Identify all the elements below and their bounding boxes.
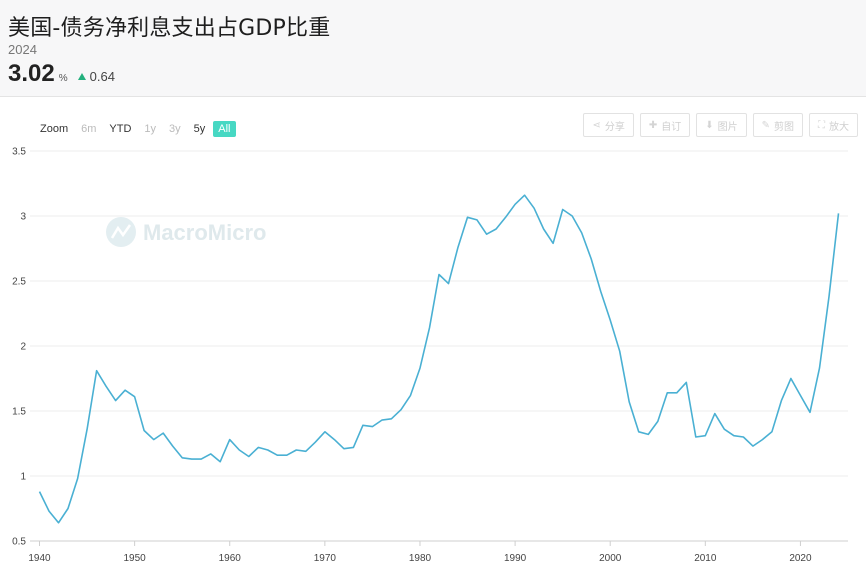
latest-year: 2024 [8,42,37,57]
zoom-6m-button[interactable]: 6m [81,123,97,135]
plus-icon: ✚ [648,119,658,131]
zoom-5y-button[interactable]: 5y [193,123,206,135]
y-tick-label: 3.5 [12,147,26,158]
x-tick-label: 1960 [219,553,242,564]
x-tick-label: 2000 [599,553,622,564]
zoom-label: Zoom [40,123,69,135]
x-tick-label: 2010 [694,553,717,564]
download-label: 图片 [717,121,738,133]
y-tick-label: 1 [20,472,26,483]
pencil-icon: ✎ [761,119,770,131]
y-tick-label: 2.5 [12,277,26,288]
page-title: 美国-债务净利息支出占GDP比重 [8,16,331,41]
zoom-all-button[interactable]: All [213,121,236,137]
x-tick-label: 1940 [28,553,51,564]
download-icon: ⬇ [705,119,714,131]
watermark-logo-mark [110,224,132,239]
watermark: MacroMicro [106,217,266,247]
series-line [38,194,840,524]
grid-lines [30,150,848,542]
zoom-3y-button[interactable]: 3y [169,123,181,135]
value-unit: % [58,73,68,84]
change-indicator: 0.64 [77,69,115,84]
zoom-ytd-button[interactable]: YTD [109,123,132,135]
download-image-button[interactable]: ⬇ 图片 [696,113,747,137]
x-tick-label: 2020 [789,553,812,564]
series-group [38,194,840,524]
y-tick-label: 1.5 [12,407,26,418]
y-tick-label: 2 [20,342,26,353]
y-axis-ticks: 0.5 1 1.5 2 2.5 3 3.5 [12,147,26,548]
expand-button[interactable]: ⛶ 放大 [809,113,858,137]
customize-button[interactable]: ✚ 自订 [639,113,691,137]
header: 美国-债务净利息支出占GDP比重 2024 3.02% 0.64 [0,0,866,97]
clip-button[interactable]: ✎ 剪图 [752,113,803,137]
y-tick-label: 0.5 [12,537,26,548]
x-tick-label: 1990 [504,553,527,564]
change-value: 0.64 [89,69,115,84]
share-button[interactable]: ⋖ 分享 [583,113,634,137]
customize-label: 自订 [661,121,682,133]
share-label: 分享 [604,121,625,133]
share-icon: ⋖ [592,119,601,131]
clip-label: 剪图 [774,121,794,133]
chart-toolbar: ⋖ 分享 ✚ 自订 ⬇ 图片 ✎ 剪图 ⛶ 放大 [577,113,858,137]
x-tick-label: 1950 [124,553,147,564]
expand-icon: ⛶ [818,119,825,131]
x-tick-label: 1970 [314,553,337,564]
up-triangle-icon [77,73,86,80]
latest-value: 3.02 [8,60,55,87]
x-tick-label: 1980 [409,553,432,564]
expand-label: 放大 [829,121,849,133]
x-axis: 1940 1950 1960 1970 1980 1990 2000 2010 2020 [28,540,848,564]
latest-value-row: 3.02% 0.64 [8,60,115,88]
watermark-text: MacroMicro [143,220,266,245]
zoom-control: Zoom 6m YTD 1y 3y 5y All [40,121,239,137]
zoom-1y-button[interactable]: 1y [144,123,157,135]
y-tick-label: 3 [20,212,26,223]
